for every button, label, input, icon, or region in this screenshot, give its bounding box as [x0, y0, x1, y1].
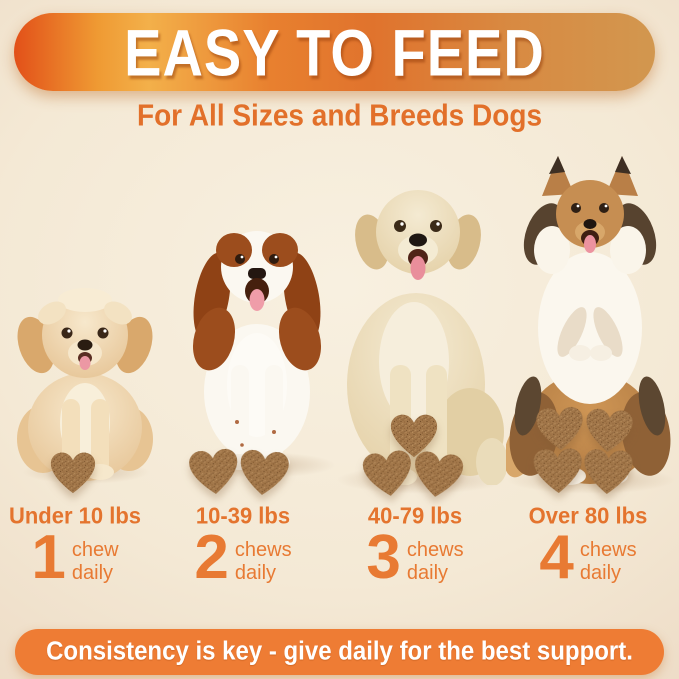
- chew-count: 1: [31, 523, 66, 592]
- chew-heart-icon: [531, 445, 585, 495]
- dose-unit: chew daily: [72, 539, 119, 584]
- weight-range-label: Under 10 lbs: [8, 502, 142, 529]
- chew-heart-icon: [359, 446, 416, 500]
- chew-heart-icon: [236, 446, 292, 498]
- dose-unit-word: chews: [579, 539, 637, 562]
- chew-heart-icon: [581, 446, 635, 497]
- dose-block: 4 chews daily: [503, 523, 673, 592]
- dose-unit-word: chew: [71, 539, 119, 562]
- chew-count: 2: [194, 523, 229, 592]
- footer-message: Consistency is key - give daily for the …: [46, 636, 633, 667]
- dose-unit: chews daily: [235, 539, 292, 584]
- dose-unit-word: chews: [234, 539, 292, 562]
- dose-frequency: daily: [579, 561, 622, 584]
- weight-range-label: Over 80 lbs: [528, 502, 648, 529]
- chew-heart-icon: [409, 447, 466, 501]
- dose-unit: chews daily: [407, 539, 464, 584]
- dose-unit-word: chews: [406, 539, 464, 562]
- weight-range-label: 10-39 lbs: [195, 502, 291, 529]
- dose-block: 1 chew daily: [0, 523, 160, 592]
- chew-count: 3: [366, 523, 401, 592]
- chew-heart-icon: [49, 450, 97, 494]
- page-title: EASY TO FEED: [124, 14, 545, 90]
- page-subtitle: For All Sizes and Breeds Dogs: [136, 98, 543, 133]
- title-banner: EASY TO FEED: [14, 13, 655, 91]
- dog-photo-spaniel-puppy: [192, 231, 322, 470]
- dose-block: 2 chews daily: [158, 523, 328, 592]
- dose-unit: chews daily: [580, 539, 637, 584]
- dose-frequency: daily: [234, 561, 277, 584]
- dose-block: 3 chews daily: [330, 523, 500, 592]
- dose-frequency: daily: [406, 561, 449, 584]
- footer-banner: Consistency is key - give daily for the …: [15, 629, 664, 675]
- weight-range-label: 40-79 lbs: [367, 502, 463, 529]
- chew-count: 4: [539, 523, 574, 592]
- dog-photo-golden-retriever: [347, 190, 506, 485]
- dose-frequency: daily: [71, 561, 114, 584]
- chew-heart-icon: [186, 445, 242, 497]
